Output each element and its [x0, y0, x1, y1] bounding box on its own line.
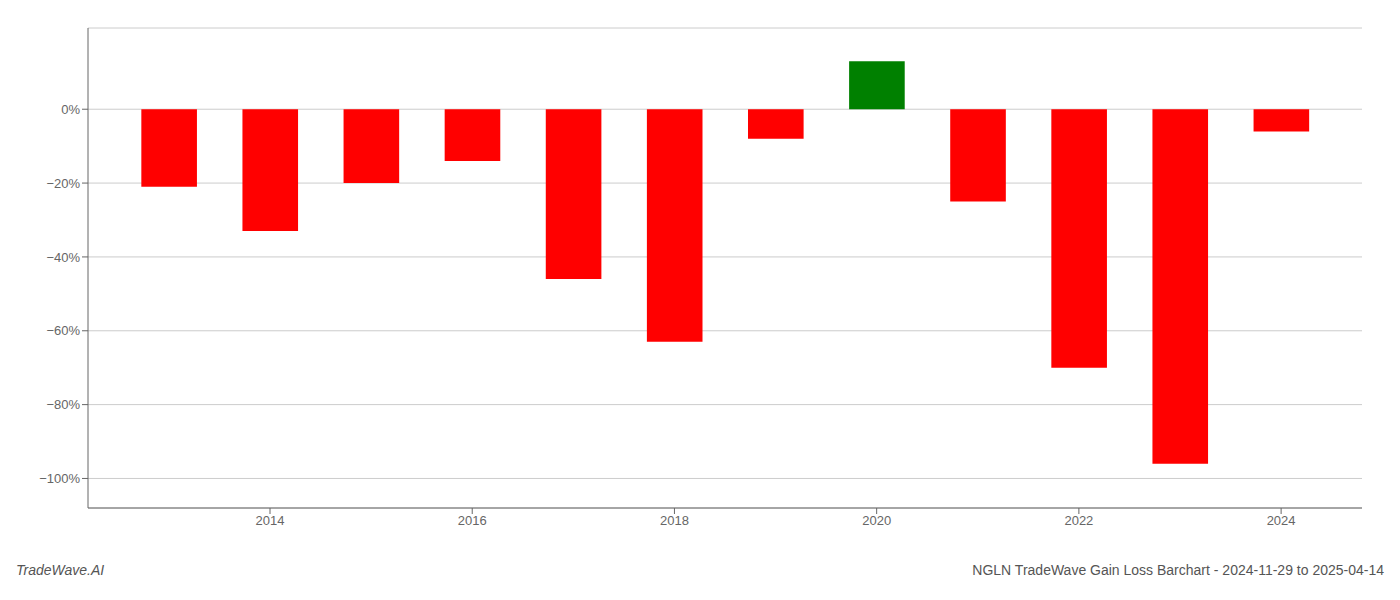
svg-text:2022: 2022: [1064, 513, 1093, 528]
svg-text:−40%: −40%: [46, 250, 80, 265]
html-text:NGLN TradeWave Gain Loss Barch: NGLN TradeWave Gain Loss Barchart - 2024…: [972, 562, 1384, 578]
html-text:TradeWave.AI: TradeWave.AI: [16, 562, 105, 578]
svg-text:−60%: −60%: [46, 323, 80, 338]
svg-text:2014: 2014: [256, 513, 285, 528]
svg-text:−20%: −20%: [46, 176, 80, 191]
svg-text:2024: 2024: [1267, 513, 1296, 528]
svg-text:2018: 2018: [660, 513, 689, 528]
svg-text:−80%: −80%: [46, 397, 80, 412]
svg-text:2016: 2016: [458, 513, 487, 528]
svg-text:2020: 2020: [862, 513, 891, 528]
svg-text:−100%: −100%: [39, 471, 80, 486]
svg-text:0%: 0%: [61, 102, 80, 117]
